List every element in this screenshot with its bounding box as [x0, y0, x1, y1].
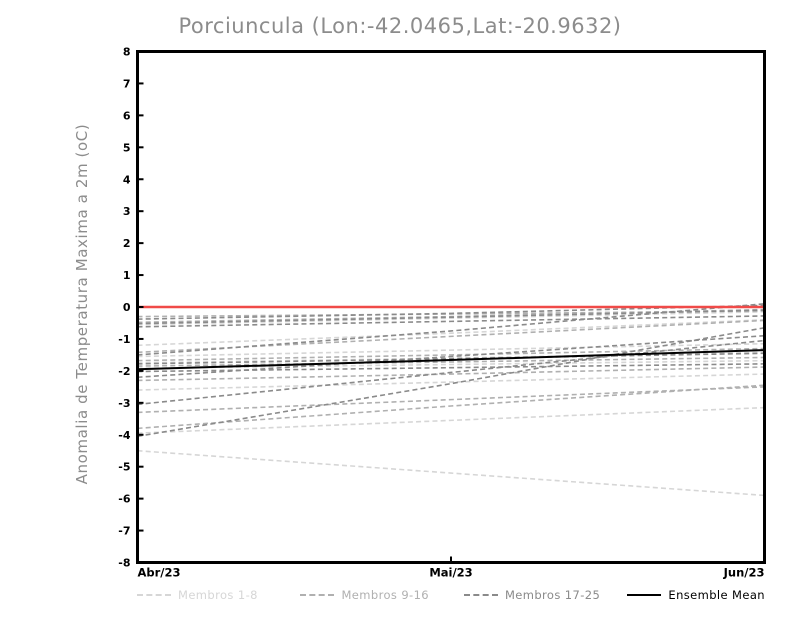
y-tick-label: -3	[118, 397, 130, 410]
zero-reference-line	[137, 305, 765, 371]
series-line	[137, 449, 765, 497]
series-line	[137, 406, 765, 434]
y-tick-label: 3	[123, 205, 131, 218]
legend-item[interactable]: Membros 1-8	[137, 586, 300, 604]
y-tick-label: 6	[123, 109, 131, 122]
legend-label: Membros 1-8	[178, 588, 258, 602]
legend-line-swatch	[627, 594, 662, 596]
ensemble-mean-line	[137, 349, 765, 371]
y-tick-label: 2	[123, 237, 131, 250]
series-line	[137, 303, 765, 356]
series-line	[137, 347, 765, 362]
series-line	[137, 373, 765, 391]
y-tick-label: -4	[118, 429, 131, 442]
series-layer	[137, 303, 765, 497]
y-tick-label: -5	[118, 461, 130, 474]
legend-label: Membros 9-16	[341, 588, 430, 602]
series-line	[137, 342, 765, 358]
series-line	[137, 334, 765, 379]
y-tick-label: 8	[123, 46, 131, 59]
x-tick-label: Abr/23	[138, 566, 181, 580]
legend-label: Ensemble Mean	[668, 588, 765, 602]
series-line	[137, 356, 765, 367]
y-tick-label: -6	[118, 493, 131, 506]
series-line	[137, 363, 765, 373]
y-tick-label: 4	[123, 173, 131, 186]
series-line	[137, 304, 765, 320]
legend-label: Membros 17-25	[504, 588, 601, 602]
x-axis-ticks: Abr/23 Mai/23 Jun/23	[136, 556, 766, 580]
y-tick-label: 0	[123, 301, 131, 314]
series-line	[137, 366, 765, 382]
chart-title: Porciuncula (Lon:-42.0465,Lat:-20.9632)	[178, 14, 622, 38]
series-line	[137, 384, 765, 430]
y-axis-ticks: 8 7 6 5 4 3 2 1 0 -1 -2 -3 -4 -5 -6 -7 -8	[118, 46, 144, 570]
series-line	[137, 318, 765, 347]
series-line	[137, 310, 765, 326]
series-line	[137, 359, 765, 370]
series-line	[137, 339, 765, 406]
series-line	[137, 319, 765, 354]
legend-line-swatch	[463, 594, 498, 596]
legend-item[interactable]: Ensemble Mean	[627, 586, 765, 604]
legend-item[interactable]: Membros 9-16	[300, 586, 463, 604]
series-line	[137, 352, 765, 365]
y-tick-label: 1	[123, 269, 131, 282]
series-line	[137, 315, 765, 328]
chart-legend: Membros 1-8 Membros 9-16 Membros 17-25 Ense…	[137, 586, 765, 604]
series-line	[137, 309, 765, 325]
series-line	[137, 386, 765, 414]
y-tick-label: 7	[123, 77, 131, 90]
legend-line-swatch	[300, 594, 335, 596]
y-tick-label: -2	[118, 365, 130, 378]
y-tick-label: -1	[118, 333, 130, 346]
x-tick-label: Jun/23	[723, 566, 765, 580]
y-tick-label: -8	[118, 557, 130, 570]
x-tick-label: Mai/23	[429, 566, 472, 580]
y-tick-label: -7	[118, 525, 130, 538]
y-tick-label: 5	[123, 141, 131, 154]
legend-line-swatch	[137, 594, 171, 596]
legend-item[interactable]: Membros 17-25	[463, 586, 627, 604]
